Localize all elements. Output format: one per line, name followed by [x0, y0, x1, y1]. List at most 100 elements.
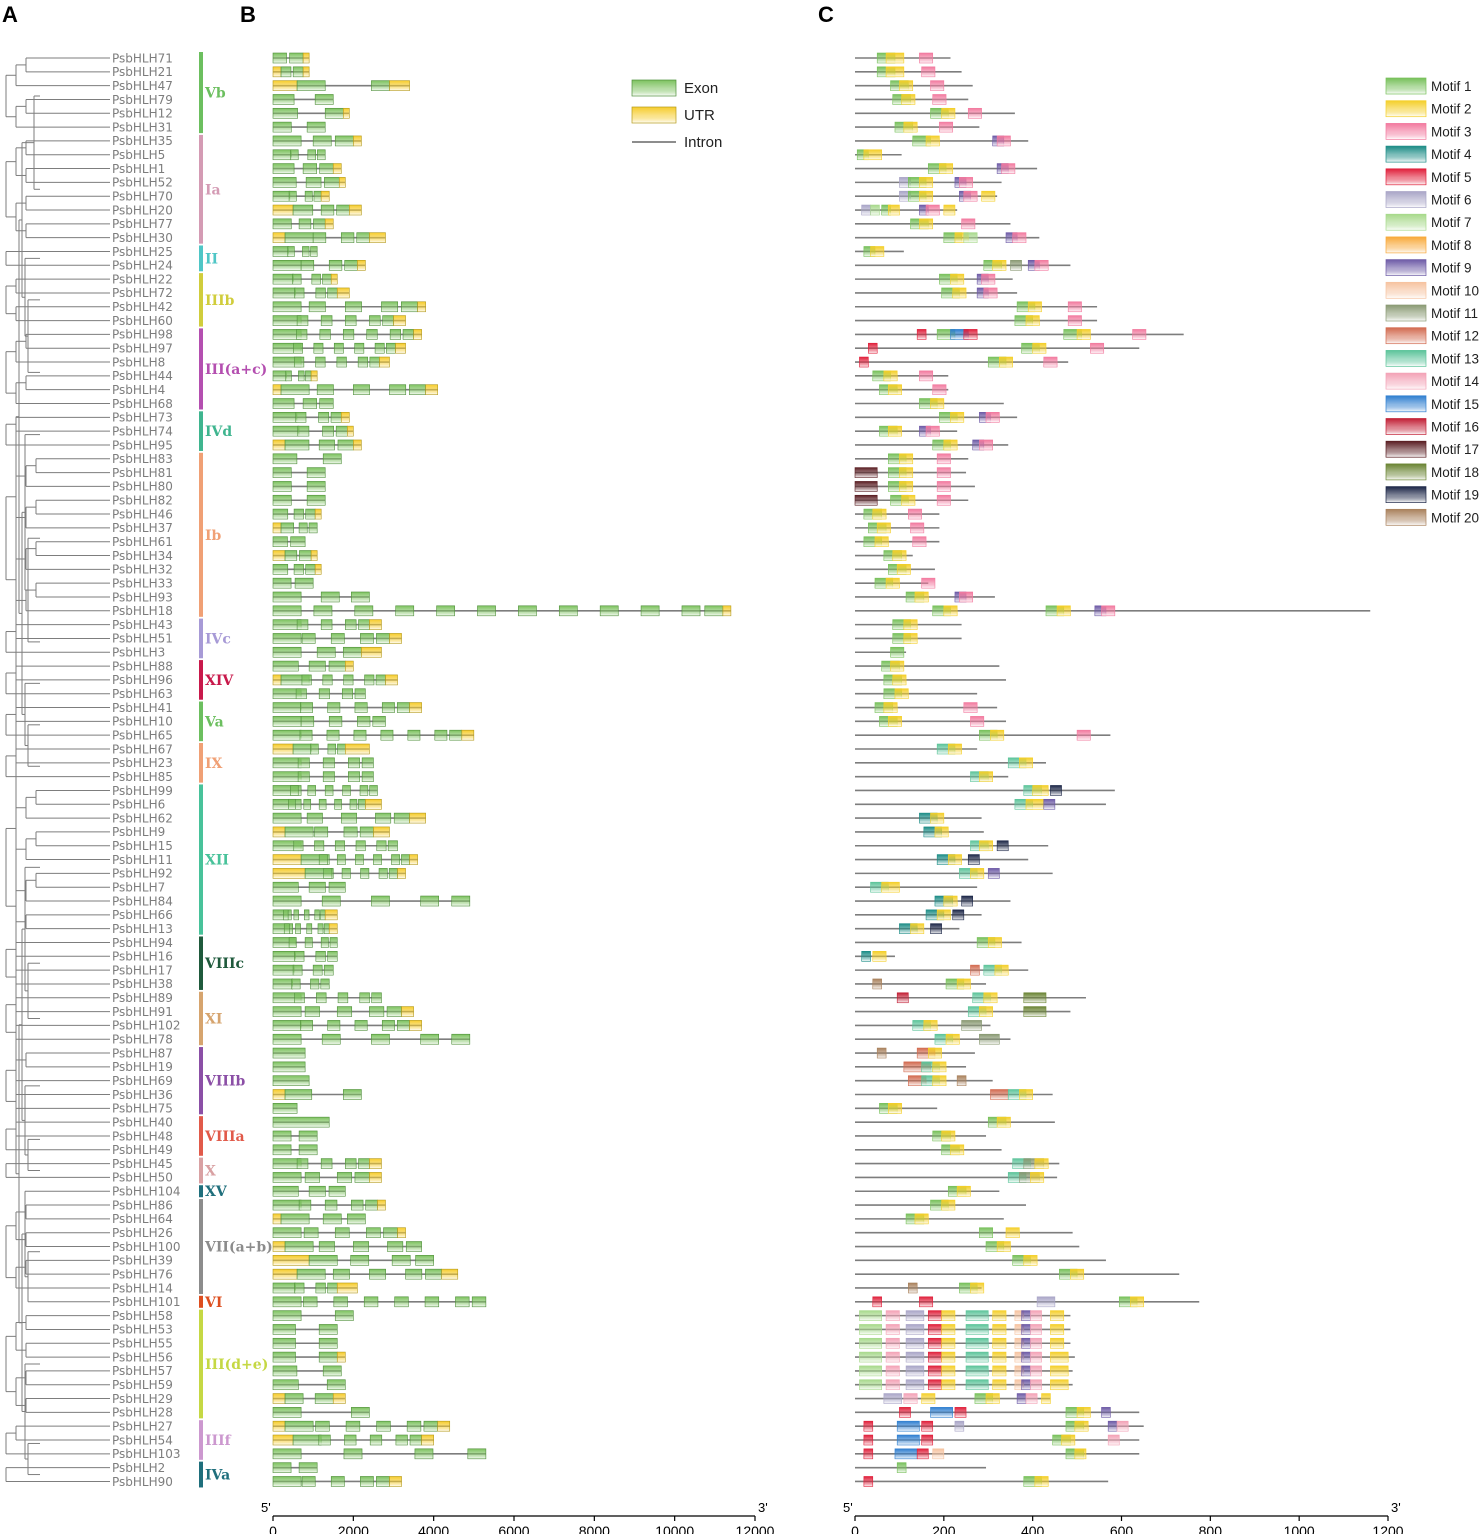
motif-3-block — [1043, 356, 1058, 368]
exon-block — [335, 425, 348, 437]
five-prime-label: 5' — [843, 1500, 853, 1515]
exon-block — [340, 812, 357, 824]
motif-2-block — [901, 94, 916, 105]
exon-block — [640, 605, 660, 617]
exon-block — [323, 923, 330, 934]
exon-block — [289, 52, 304, 64]
motif-legend: Motif 1 Motif 2 Motif 3 Motif 4 Motif 5 Motif… — [1385, 77, 1480, 526]
motif-2-block — [1050, 1365, 1069, 1377]
gene-label: PsbHLH19 — [112, 1060, 173, 1074]
motif-2-block — [992, 1324, 1007, 1335]
exon-block — [355, 854, 364, 865]
motif-6-block — [905, 1365, 925, 1377]
exon-block — [380, 729, 394, 741]
exon-block — [299, 729, 313, 741]
motif-6-block — [905, 1310, 925, 1321]
exon-block — [345, 1420, 361, 1432]
motif-2-block — [979, 840, 993, 852]
motif-11-block — [1010, 259, 1022, 271]
motif-7-block — [859, 1337, 882, 1349]
utr-block — [369, 1172, 382, 1183]
exon-block — [337, 439, 354, 451]
exon-block — [324, 785, 334, 796]
motif-2-block — [947, 854, 962, 865]
exon-block — [314, 1393, 334, 1404]
gene-label: PsbHLH24 — [112, 259, 173, 273]
exon-block — [387, 840, 398, 852]
utr-block — [373, 826, 390, 838]
motif-3-block — [939, 121, 954, 133]
motif-3-block — [936, 481, 951, 492]
exon-block — [354, 1020, 368, 1031]
gene-label: PsbHLH92 — [112, 867, 173, 881]
exon-block — [310, 743, 319, 755]
exon-block — [318, 1351, 338, 1363]
motif-2-block — [903, 619, 918, 630]
exon-block — [311, 273, 321, 285]
group-bar — [199, 660, 203, 700]
exon-block — [323, 868, 333, 879]
exon-block — [394, 1296, 409, 1308]
exon-block — [420, 895, 439, 907]
motif-2-block — [872, 950, 887, 962]
exon-block — [290, 536, 306, 548]
gene-label: PsbHLH86 — [112, 1198, 173, 1212]
exon-block — [376, 1476, 390, 1487]
gene-label: PsbHLH49 — [112, 1143, 173, 1157]
exon-block — [297, 757, 310, 769]
motif-2-block — [892, 550, 907, 561]
motif-2-block — [1130, 1296, 1145, 1308]
utr-block — [272, 1089, 286, 1100]
exon-block — [272, 398, 295, 409]
gene-label: PsbHLH51 — [112, 632, 173, 646]
motif-2-block — [1027, 301, 1042, 313]
tick-label: 200 — [932, 1523, 956, 1534]
exon-block — [292, 204, 314, 216]
five-prime-label: 5' — [261, 1500, 271, 1515]
exon-block — [294, 287, 305, 299]
motif-19-block — [967, 854, 980, 865]
utr-block — [272, 1393, 286, 1404]
exon-block — [272, 218, 292, 230]
motif-legend-label: Motif 16 — [1431, 420, 1479, 435]
exon-block — [372, 716, 386, 727]
group-label: XII — [205, 853, 229, 869]
utr-block — [413, 329, 422, 340]
exon-block — [358, 1158, 370, 1169]
legend-label: Intron — [684, 134, 722, 151]
motif-2-block — [1050, 1379, 1069, 1391]
exon-block — [293, 508, 304, 520]
motif-legend-swatch — [1385, 236, 1427, 254]
exon-block — [302, 398, 317, 409]
exon-block — [272, 895, 302, 907]
utr-block — [272, 204, 294, 216]
motif-2-block — [872, 508, 887, 520]
group-label: X — [205, 1164, 216, 1180]
gene-label: PsbHLH65 — [112, 728, 173, 742]
group-bar — [199, 936, 203, 990]
exon-block — [305, 508, 316, 520]
gene-structure-panel — [272, 52, 732, 1487]
motif-2-block — [883, 702, 898, 713]
exon-block — [342, 646, 362, 658]
group-label: IX — [205, 756, 223, 772]
exon-block — [306, 494, 326, 506]
exon-block — [272, 1227, 302, 1238]
gene-label: PsbHLH44 — [112, 369, 173, 383]
exon-block — [272, 536, 288, 548]
motif-legend-label: Motif 11 — [1431, 306, 1478, 321]
gene-label: PsbHLH63 — [112, 687, 173, 701]
exon-block — [304, 1006, 320, 1017]
utr-block — [393, 315, 406, 326]
gene-label: PsbHLH12 — [112, 107, 173, 121]
exon-block — [344, 259, 358, 271]
motif-9-block — [1021, 1310, 1031, 1321]
utr-block — [389, 633, 402, 644]
exon-block — [336, 1006, 353, 1017]
motif-2-block — [943, 204, 956, 216]
motif-17-block — [854, 494, 878, 506]
exon-block — [424, 1296, 440, 1308]
motif-2-block — [1034, 1476, 1049, 1487]
utr-block — [330, 273, 338, 285]
